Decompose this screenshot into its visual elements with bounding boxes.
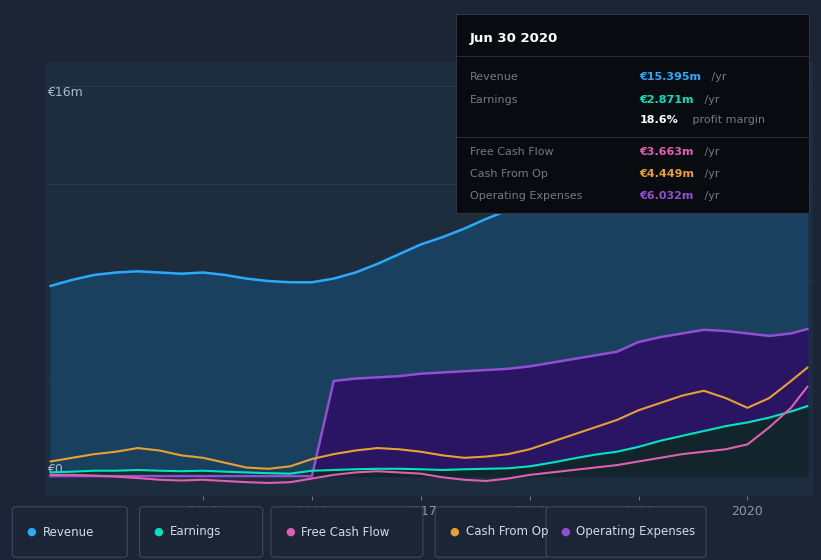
Text: ●: ●: [285, 527, 295, 537]
Text: Jun 30 2020: Jun 30 2020: [470, 32, 558, 45]
Text: ●: ●: [26, 527, 36, 537]
Text: Earnings: Earnings: [470, 95, 518, 105]
Text: Cash From Op: Cash From Op: [470, 169, 548, 179]
Text: ●: ●: [560, 527, 570, 537]
Text: ●: ●: [449, 527, 459, 537]
Text: Earnings: Earnings: [170, 525, 222, 539]
Text: profit margin: profit margin: [689, 115, 765, 125]
Text: Operating Expenses: Operating Expenses: [470, 191, 582, 201]
Text: €0: €0: [47, 463, 62, 476]
Text: Revenue: Revenue: [43, 525, 94, 539]
Text: €15.395m: €15.395m: [640, 72, 701, 82]
Text: /yr: /yr: [701, 147, 720, 157]
Text: €4.449m: €4.449m: [640, 169, 695, 179]
Text: €2.871m: €2.871m: [640, 95, 694, 105]
Text: 18.6%: 18.6%: [640, 115, 678, 125]
Text: /yr: /yr: [701, 191, 720, 201]
Text: €3.663m: €3.663m: [640, 147, 694, 157]
Text: €6.032m: €6.032m: [640, 191, 694, 201]
Text: Operating Expenses: Operating Expenses: [576, 525, 695, 539]
Text: Free Cash Flow: Free Cash Flow: [470, 147, 553, 157]
Text: /yr: /yr: [701, 95, 720, 105]
Text: Free Cash Flow: Free Cash Flow: [301, 525, 390, 539]
Text: €16m: €16m: [47, 86, 82, 99]
Text: ●: ●: [154, 527, 163, 537]
Text: Cash From Op: Cash From Op: [466, 525, 548, 539]
Text: /yr: /yr: [708, 72, 727, 82]
Text: Revenue: Revenue: [470, 72, 519, 82]
Text: /yr: /yr: [701, 169, 720, 179]
